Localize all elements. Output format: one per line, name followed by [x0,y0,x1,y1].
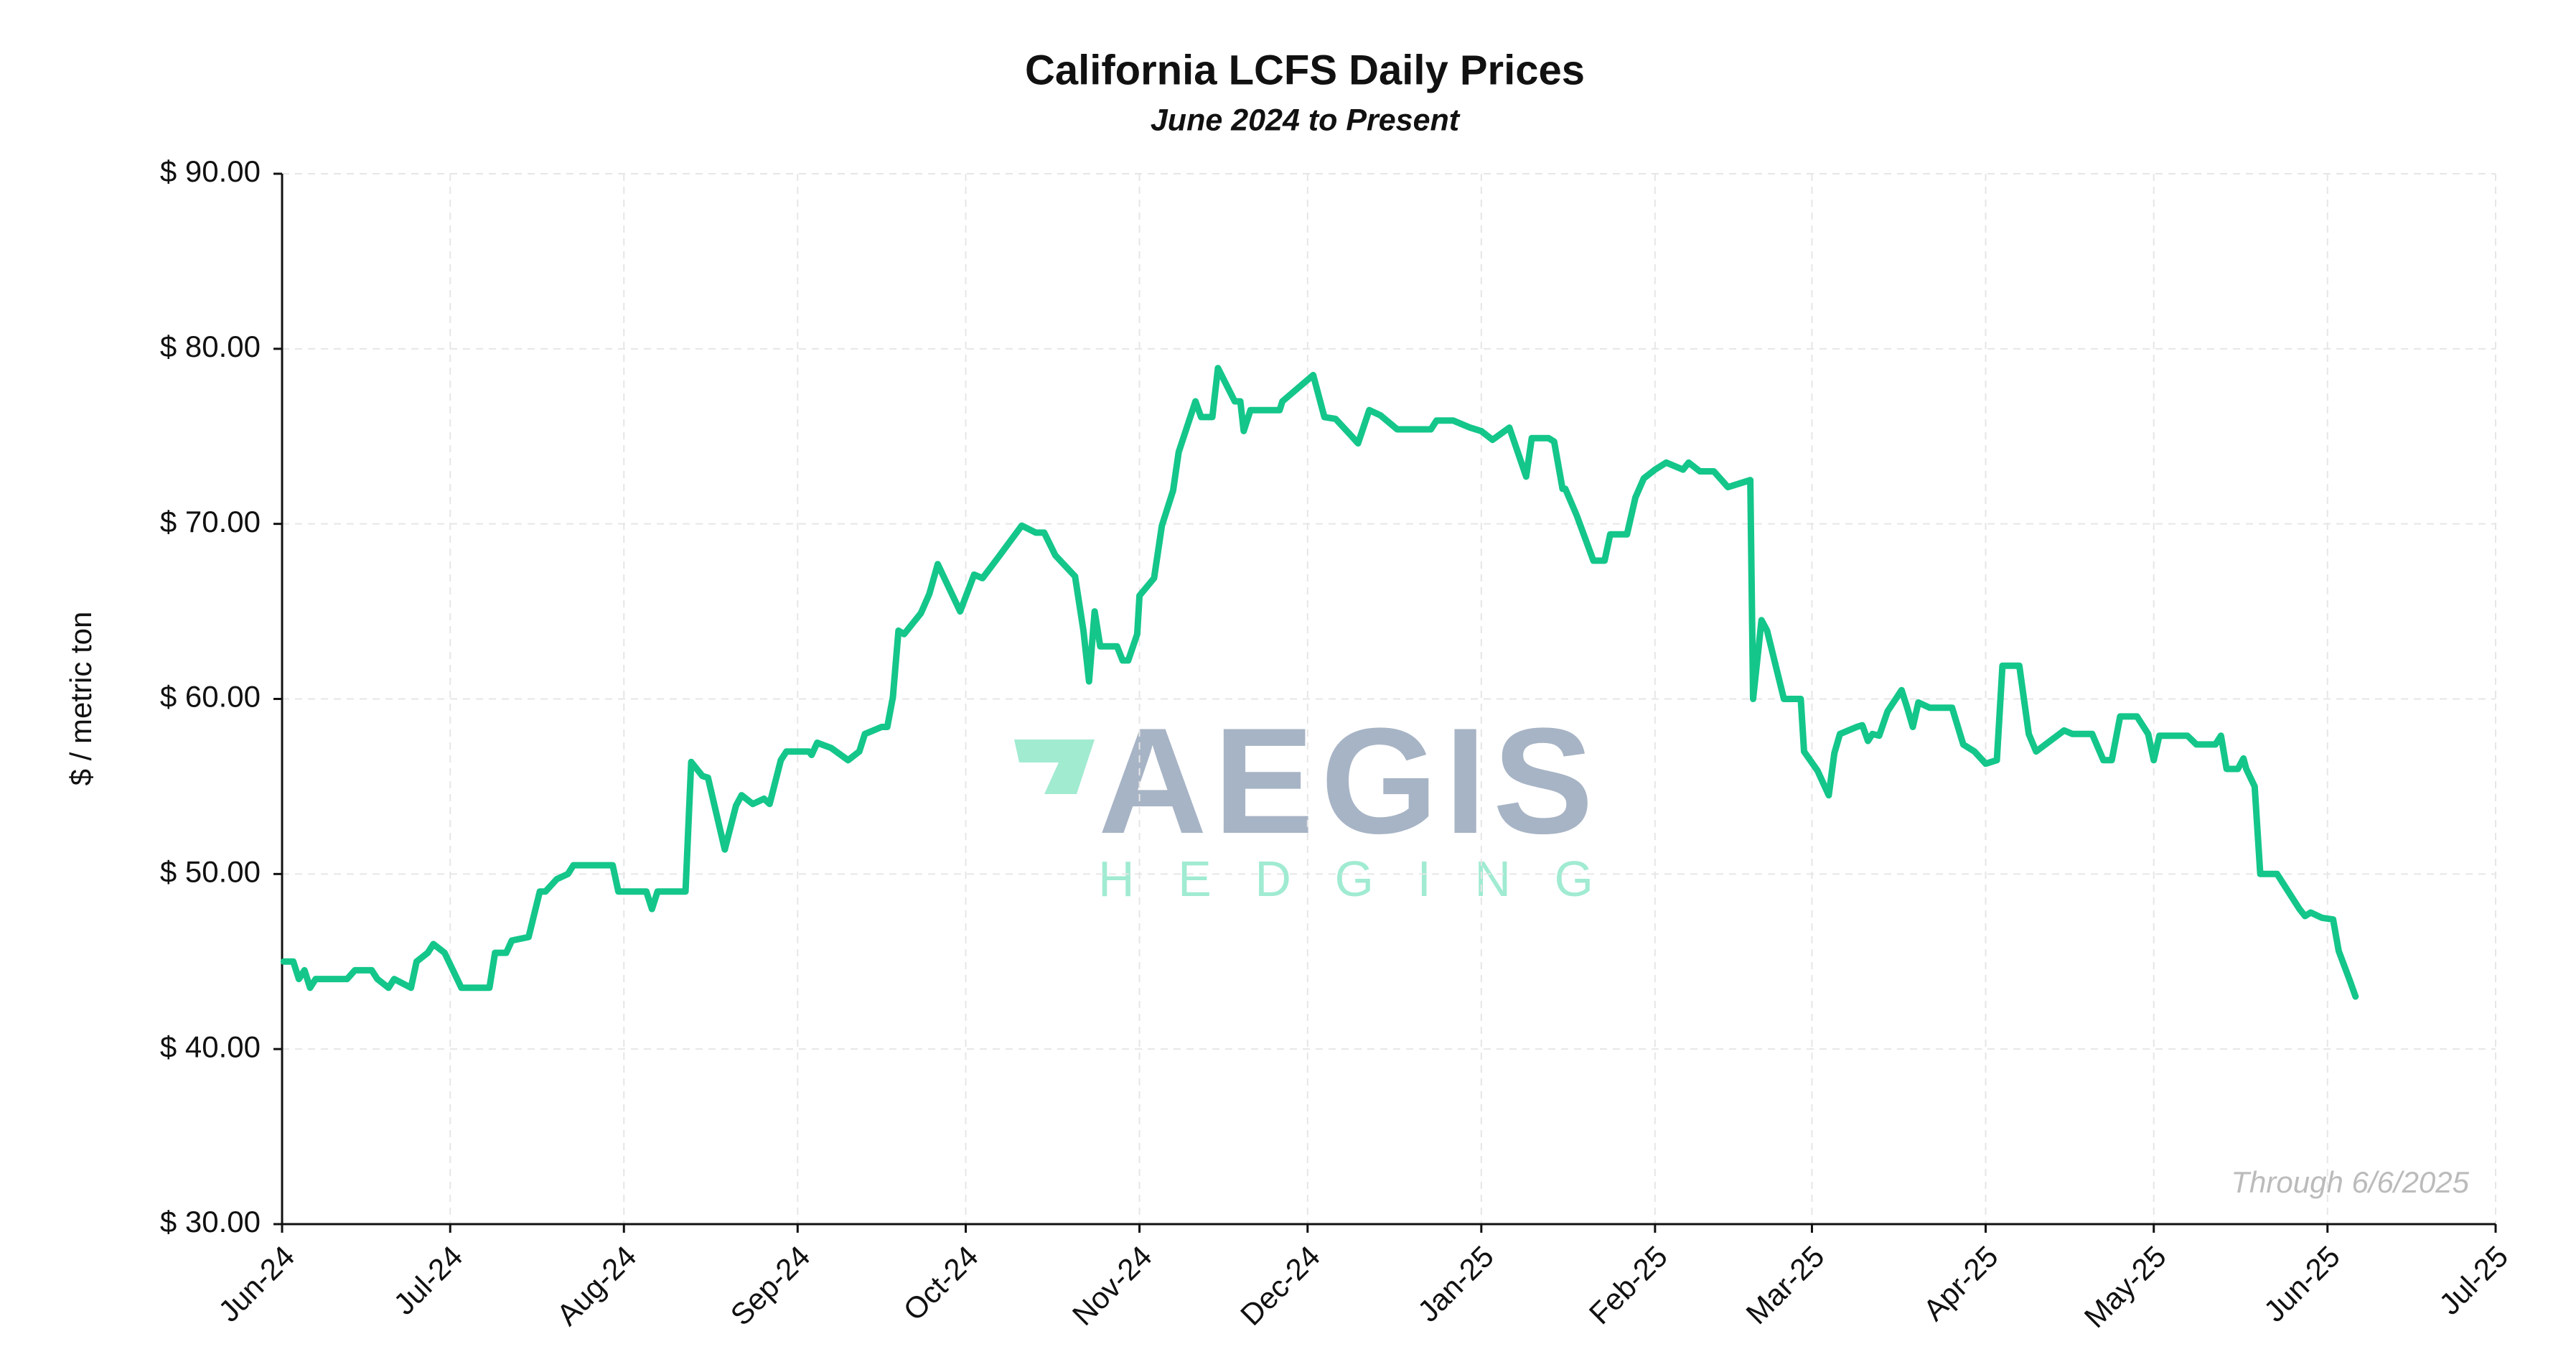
x-tick-label: Jul-25 [2432,1239,2514,1321]
watermark-logo [1014,740,1095,794]
y-tick-label: $ 40.00 [160,1030,261,1063]
y-tick-label: $ 50.00 [160,854,261,888]
x-tick-label: Feb-25 [1583,1239,1674,1330]
chart-title: California LCFS Daily Prices [1025,47,1585,93]
watermark-tagline: HEDGING [1098,851,1593,907]
x-tick-label: Jun-25 [2257,1239,2346,1328]
x-tick-label: Jan-25 [1411,1239,1500,1328]
x-tick-label: Oct-24 [896,1239,984,1327]
price-line [280,365,2359,1000]
x-tick-label: Sep-24 [724,1239,817,1332]
y-tick-label: $ 90.00 [160,154,261,188]
y-axis-title: $ / metric ton [64,612,98,786]
y-tick-label: $ 30.00 [160,1205,261,1238]
y-tick-label: $ 80.00 [160,330,261,363]
x-tick-label: Nov-24 [1066,1239,1158,1332]
x-tick-label: Mar-25 [1739,1239,1830,1330]
y-tick-label: $ 60.00 [160,680,261,714]
x-tick-label: May-25 [2078,1239,2173,1334]
annotation: Through 6/6/2025 [2231,1165,2469,1199]
watermark: AEGIS HEDGING [1014,696,1593,907]
watermark-name: AEGIS [1098,696,1593,865]
x-tick-label: Dec-24 [1234,1239,1326,1332]
chart-subtitle: June 2024 to Present [1151,103,1461,137]
x-tick-label: Jun-24 [212,1239,301,1328]
x-tick-label: Aug-24 [550,1239,642,1332]
x-tick-label: Jul-24 [387,1239,469,1321]
x-tick-label: Apr-25 [1916,1239,2004,1327]
y-tick-label: $ 70.00 [160,505,261,538]
